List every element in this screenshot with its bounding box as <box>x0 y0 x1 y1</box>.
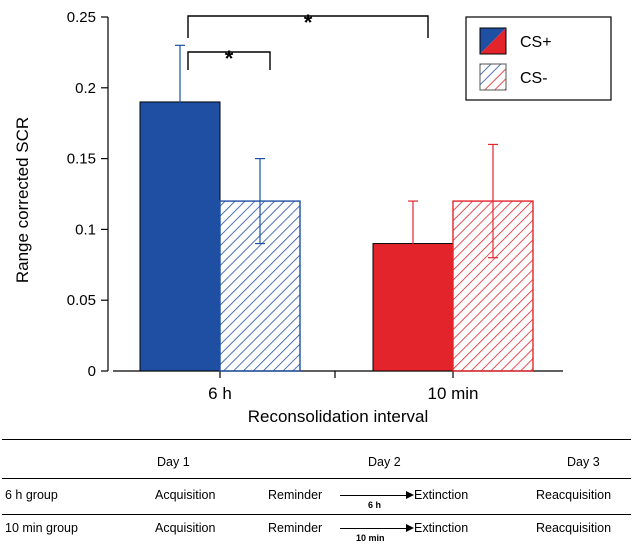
day1-phase: Acquisition <box>155 521 216 535</box>
significance-star: * <box>225 46 234 71</box>
table-rule-header <box>2 478 631 479</box>
legend-swatch-red-hatch <box>480 64 506 90</box>
reminder-phase: Reminder <box>268 521 323 535</box>
significance-bracket <box>187 51 271 70</box>
protocol-table: Day 1 Day 2 Day 3 6 h group Acquisition … <box>0 438 633 546</box>
legend-label-cs-plus: CS+ <box>520 34 552 51</box>
bar <box>452 200 534 372</box>
legend-swatch-cs-plus <box>479 27 507 55</box>
legend-swatch-red <box>480 28 506 54</box>
day-header-3: Day 3 <box>567 455 600 469</box>
significance-bracket <box>187 15 429 38</box>
delay-label: 6 h <box>368 500 382 510</box>
y-axis: 0 0.05 0.1 0.15 0.2 0.25 <box>67 9 109 380</box>
table-rule-top <box>2 439 631 440</box>
y-tick-label: 0.25 <box>67 9 96 26</box>
day1-phase: Acquisition <box>155 488 216 502</box>
y-tick-label: 0.15 <box>67 151 96 168</box>
y-tick-label: 0.05 <box>67 292 96 309</box>
x-tick-label: 10 min <box>427 384 478 403</box>
legend-swatch-cs-minus <box>479 63 507 91</box>
x-axis-title: Reconsolidation interval <box>248 407 429 426</box>
table-rule-row <box>2 514 631 515</box>
error-bar <box>175 44 185 160</box>
x-axis: 6 h 10 min <box>113 370 563 403</box>
arrow-icon <box>340 524 414 532</box>
significance-brackets: ** <box>187 10 429 71</box>
day-header-2: Day 2 <box>368 455 401 469</box>
error-bar <box>408 200 418 287</box>
extinction-phase: Extinction <box>414 521 469 535</box>
y-tick-label: 0.1 <box>75 221 96 238</box>
y-tick-label: 0 <box>88 363 96 380</box>
day3-phase: Reacquisition <box>536 488 612 502</box>
legend: CS+ CS- <box>465 16 612 101</box>
group-label: 10 min group <box>5 521 78 535</box>
delay-label: 10 min <box>356 533 385 543</box>
significance-star: * <box>304 10 313 35</box>
error-bar <box>255 158 265 245</box>
bars <box>139 44 534 372</box>
group-label: 6 h group <box>5 488 58 502</box>
y-axis-title: Range corrected SCR <box>13 117 32 283</box>
day3-phase: Reacquisition <box>536 521 612 535</box>
legend-swatch-border <box>479 27 507 55</box>
arrow-icon <box>340 491 414 499</box>
y-tick-label: 0.2 <box>75 80 96 97</box>
reminder-phase: Reminder <box>268 488 323 502</box>
error-bar <box>488 143 498 259</box>
day-header-1: Day 1 <box>157 455 190 469</box>
legend-label-cs-minus: CS- <box>520 70 548 87</box>
bar-chart: 00.050.10.150.20.25 6 h 10 min ** Range c… <box>13 9 612 426</box>
legend-swatch-border <box>479 63 507 91</box>
x-tick-label: 6 h <box>208 384 232 403</box>
extinction-phase: Extinction <box>414 488 469 502</box>
